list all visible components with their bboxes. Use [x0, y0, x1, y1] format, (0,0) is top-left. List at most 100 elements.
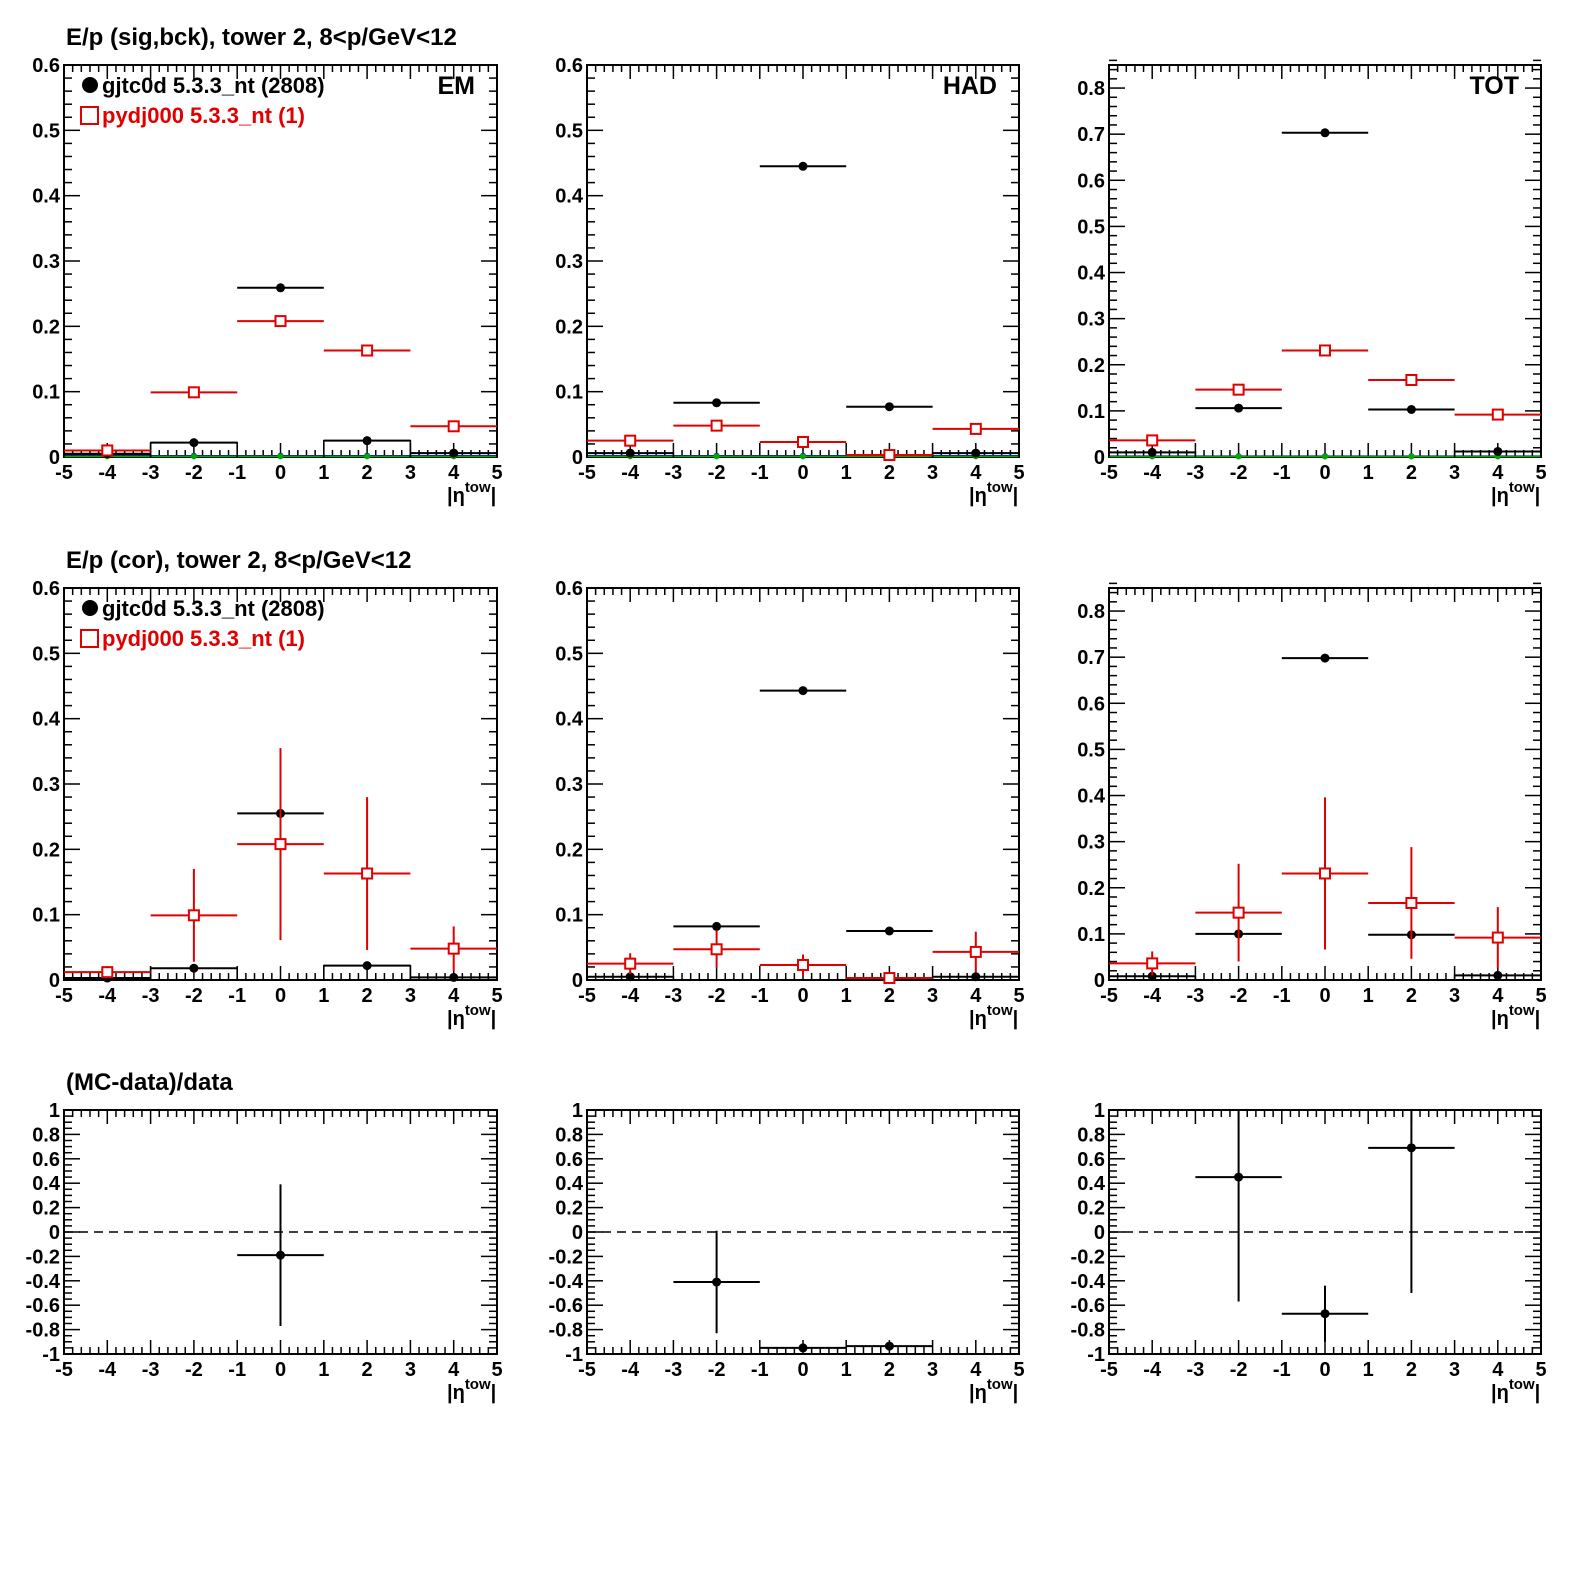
x-tick-label: 4 — [1492, 985, 1504, 1007]
x-tick-label: -3 — [142, 462, 160, 484]
x-tick-label: 4 — [1492, 462, 1504, 484]
data-point-square — [969, 945, 982, 958]
x-tick-label: -1 — [228, 462, 246, 484]
x-tick-label: 1 — [1363, 985, 1374, 1007]
x-tick-label: 4 — [448, 985, 460, 1007]
data-point-circle — [798, 161, 808, 171]
x-axis-label-superscript: tow — [987, 479, 1013, 496]
data-point-circle — [712, 398, 722, 408]
data-point-square — [187, 386, 200, 399]
panel-label: EM — [438, 72, 476, 100]
x-tick-label: -5 — [1100, 462, 1118, 484]
y-tick-label: 0.4 — [1077, 263, 1106, 285]
y-tick-label: 0.5 — [1077, 739, 1105, 761]
y-tick-label: 0.2 — [32, 839, 60, 861]
y-tick-label: 0.3 — [1077, 309, 1105, 331]
x-axis-label-symbol: |η — [969, 1008, 987, 1030]
x-tick-label: -2 — [1230, 1359, 1248, 1381]
y-tick-label: -0.2 — [26, 1246, 60, 1268]
x-tick-label: 0 — [797, 462, 808, 484]
x-tick-label: -3 — [142, 985, 160, 1007]
data-point-square — [274, 315, 287, 328]
x-axis-label-bar: | — [1535, 1382, 1541, 1404]
panel-6: -5 -4 -3 -2 -1 0 1 2 3 4 5 0 0.1 0.2 0.3 0.4 0.5 0.6 0.7 0.… — [1077, 582, 1547, 1030]
y-tick-label: 0.2 — [32, 316, 60, 338]
y-tick-label: 0.1 — [1077, 924, 1105, 946]
panel-8: -5 -4 -3 -2 -1 0 1 2 3 4 5-1-0.8-0.6-0.4-0.200.20.… — [549, 1100, 1025, 1404]
data-point-square — [1491, 408, 1504, 421]
data-point-circle — [1147, 447, 1157, 457]
y-tick-label: -1 — [1087, 1344, 1105, 1366]
y-tick-label: 0 — [572, 1222, 583, 1244]
y-tick-label: -0.4 — [1071, 1271, 1106, 1293]
x-tick-label: -2 — [185, 1359, 203, 1381]
legend-entry: pydj000 5.3.3_nt (1) — [102, 103, 305, 128]
x-axis-label-symbol: |η — [1491, 1008, 1509, 1030]
legend-marker-circle — [82, 77, 98, 93]
y-tick-label: -0.8 — [26, 1320, 60, 1342]
x-tick-label: -4 — [98, 462, 117, 484]
x-tick-label: -2 — [708, 1359, 726, 1381]
legend-entry: gjtc0d 5.3.3_nt (2808) — [102, 73, 325, 98]
x-tick-label: -5 — [55, 462, 73, 484]
x-tick-label: -5 — [1100, 985, 1118, 1007]
data-point-circle — [1320, 653, 1330, 663]
y-tick-label: -1 — [42, 1344, 60, 1366]
legend-marker-square — [80, 629, 99, 648]
x-tick-label: -3 — [665, 985, 683, 1007]
x-tick-label: -5 — [55, 1359, 73, 1381]
x-tick-label: -2 — [1230, 462, 1248, 484]
data-point-circle — [1234, 1172, 1244, 1182]
y-tick-label: 0.6 — [1077, 170, 1105, 192]
x-axis-label-superscript: tow — [1509, 1376, 1535, 1393]
baseline-point — [1322, 453, 1328, 460]
x-tick-label: -4 — [621, 985, 640, 1007]
y-tick-label: 0.4 — [555, 709, 584, 731]
data-point-square — [101, 966, 114, 979]
x-tick-label: -4 — [1143, 462, 1162, 484]
data-point-square — [797, 435, 809, 448]
x-tick-label: -3 — [142, 1359, 160, 1381]
x-tick-label: -1 — [1273, 1359, 1291, 1381]
data-point-circle — [362, 436, 372, 446]
data-point-circle — [276, 283, 285, 293]
data-point-circle — [884, 926, 894, 936]
y-tick-label: 0 — [49, 970, 60, 992]
legend-marker-square — [80, 106, 99, 125]
y-tick-label: 1 — [572, 1100, 583, 1122]
x-tick-label: -1 — [751, 1359, 769, 1381]
data-point-circle — [798, 1343, 808, 1353]
x-tick-label: 0 — [275, 985, 286, 1007]
panel-7: -5 -4 -3 -2 -1 0 1 2 3 4 5-1-0.8-0.6-0.4-0.200.20.… — [26, 1069, 503, 1404]
data-point-circle — [1320, 128, 1330, 138]
y-tick-label: 0.4 — [32, 1173, 61, 1195]
y-tick-label: -0.6 — [549, 1295, 583, 1317]
y-tick-label: 0.3 — [555, 774, 583, 796]
data-point-circle — [971, 448, 981, 458]
legend: gjtc0d 5.3.3_nt (2808) pydj000 5.3.3_nt (… — [80, 596, 325, 651]
x-tick-label: 2 — [1406, 985, 1417, 1007]
panel-4: -5 -4 -3 -2 -1 0 1 2 3 4 5 0 0.1 0.2 0.3 0.4 0.5 0.6 |ηtow… — [32, 547, 502, 1030]
y-tick-label: 0.2 — [32, 1198, 60, 1220]
panel-title: E/p (sig,bck), tower 2, 8<p/GeV<12 — [66, 24, 457, 51]
x-axis-label-superscript: tow — [1509, 1002, 1535, 1019]
panel-3: -5 -4 -3 -2 -1 0 1 2 3 4 5 0 0.1 0.2 0.3 0.4 0.5 0.6 0.7 0.… — [1077, 59, 1547, 507]
x-tick-label: -5 — [55, 985, 73, 1007]
data-point-square — [710, 419, 723, 432]
x-tick-label: 1 — [1363, 462, 1374, 484]
data-point-circle — [712, 1277, 722, 1287]
x-tick-label: 5 — [1013, 1359, 1024, 1381]
x-axis-label-bar: | — [1013, 485, 1019, 507]
y-tick-label: -0.2 — [549, 1246, 583, 1268]
data-point-square — [361, 344, 374, 357]
x-tick-label: 2 — [1406, 462, 1417, 484]
y-tick-label: 0.1 — [555, 382, 583, 404]
data-point-circle — [189, 438, 199, 448]
data-point-square — [624, 434, 637, 447]
y-tick-label: 0.2 — [555, 316, 583, 338]
y-tick-label: 0.1 — [555, 905, 583, 927]
data-point-circle — [1406, 1143, 1416, 1153]
x-tick-label: 5 — [1013, 985, 1024, 1007]
data-point-circle — [625, 448, 635, 458]
